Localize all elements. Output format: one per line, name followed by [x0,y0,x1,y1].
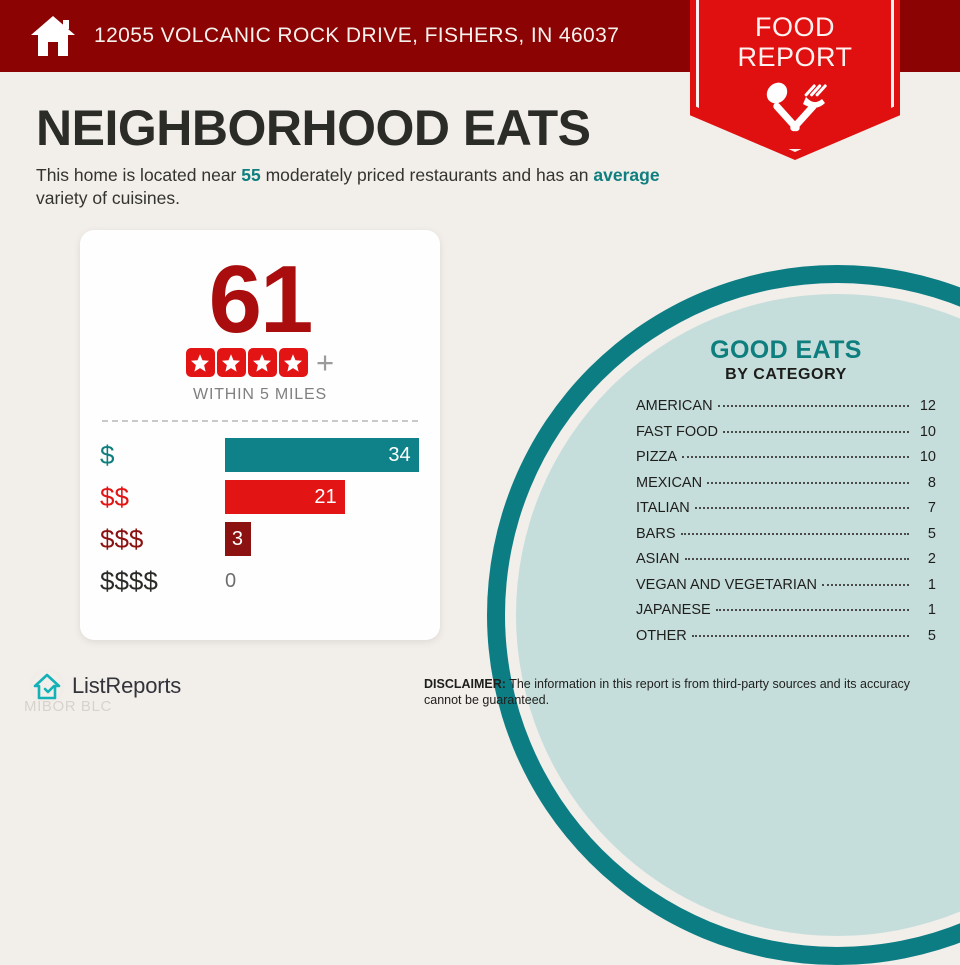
subtitle-highlight-count: 55 [241,165,261,185]
good-eats-item-leader [691,634,909,637]
good-eats-item-count: 7 [927,500,936,516]
score-value: 61 [208,246,314,353]
header-content: 12055 VOLCANIC ROCK DRIVE, FISHERS, IN 4… [0,0,960,72]
price-tier-bar: 21 [225,480,345,514]
header-address: 12055 VOLCANIC ROCK DRIVE, FISHERS, IN 4… [94,24,620,47]
good-eats-item: VEGAN AND VEGETARIAN 1 [636,577,936,603]
good-eats-item: ITALIAN 7 [636,500,936,526]
page-title: NEIGHBORHOOD EATS [36,100,591,156]
good-eats-item-count: 12 [919,398,936,414]
good-eats-item-name: MEXICAN [636,474,703,491]
good-eats-item-leader [722,430,909,433]
mls-watermark: MIBOR BLC [24,698,112,715]
good-eats-item: OTHER 5 [636,628,936,654]
good-eats-item-leader [680,532,909,535]
good-eats-item: AMERICAN 12 [636,398,936,424]
subtitle-part-2: moderately priced restaurants and has an [260,165,594,185]
house-logo-icon [26,668,68,704]
price-tier-bar: 34 [225,438,419,472]
star-icon [247,348,277,377]
price-tier-row: $$$ 3 [100,518,440,560]
good-eats-item: BARS 5 [636,526,936,552]
good-eats-item-count: 5 [927,627,936,644]
price-tier-track: 3 [225,522,440,556]
page-subtitle: This home is located near 55 moderately … [36,164,666,210]
star-plus: + [315,345,335,380]
good-eats-panel: GOOD EATS BY CATEGORY AMERICAN 12 FAST FOO… [636,336,936,653]
price-tier-label: $$$ [100,524,144,554]
price-tier-label: $$$$ [100,566,158,596]
score-card: 61 + WITHIN 5 MILES $34 $$ 21 $$$ 3 $$$$ 0 [80,230,440,640]
good-eats-item-count: 5 [927,525,936,542]
price-tier-label: $ [100,440,115,470]
price-tier-row: $$ 21 [100,476,440,518]
listreports-logo[interactable]: ListReports [26,668,181,704]
disclaimer-label: DISCLAIMER: [424,677,506,691]
logo-text: ListReports [72,673,182,698]
good-eats-item-leader [707,481,909,484]
food-report-badge: FOOD REPORT [690,0,900,160]
good-eats-item-count: 1 [927,576,936,593]
good-eats-item-count: 10 [919,423,936,440]
star-icon [216,348,246,377]
good-eats-item-name: VEGAN AND VEGETARIAN [636,576,818,593]
good-eats-item: PIZZA 10 [636,449,936,475]
star-icon [278,348,308,377]
star-rating: + [80,345,440,380]
good-eats-item-count: 10 [919,449,936,465]
score-caption: WITHIN 5 MILES [193,386,327,403]
good-eats-item-name: JAPANESE [636,602,711,618]
good-eats-item-count: 1 [927,602,936,618]
price-tier-zero-value: 0 [225,570,237,592]
good-eats-item-name: OTHER [636,627,687,644]
price-tier-bar: 3 [225,522,251,556]
price-tier-track: 0 [225,564,440,598]
badge-title: FOOD REPORT [690,12,900,72]
good-eats-item-leader [715,609,909,611]
good-eats-item-name: BARS [636,525,676,542]
disclaimer: DISCLAIMER: The information in this repo… [424,676,944,708]
good-eats-item-leader [684,558,909,560]
price-tier-chart: $34 $$ 21 $$$ 3 $$$$ 0 [80,434,440,602]
price-tier-track: 34 [225,438,440,472]
home-icon [30,14,76,58]
good-eats-item: MEXICAN 8 [636,475,936,501]
price-tier-label: $$ [100,482,129,512]
good-eats-list: AMERICAN 12 FAST FOOD 10 PIZZA 10 MEXICAN 8 ITAL… [636,398,936,653]
good-eats-item-leader [682,456,909,458]
price-tier-row: $34 [100,434,440,476]
good-eats-item-leader [694,507,909,509]
disclaimer-text: The information in this report is from t… [424,677,911,707]
price-tier-track: 21 [225,480,440,514]
subtitle-highlight-variety: average [593,165,660,185]
good-eats-item-count: 8 [927,474,936,491]
subtitle-part-3: variety of cuisines. [36,188,180,208]
price-tier-row: $$$$ 0 [100,560,440,602]
good-eats-subtitle: BY CATEGORY [725,366,847,383]
good-eats-item: FAST FOOD 10 [636,424,936,450]
good-eats-item-name: ASIAN [636,551,680,567]
good-eats-item: JAPANESE 1 [636,602,936,628]
good-eats-item: ASIAN 2 [636,551,936,577]
good-eats-item-leader [822,583,909,586]
good-eats-item-name: PIZZA [636,449,678,465]
good-eats-item-name: ITALIAN [636,500,690,516]
card-divider [102,420,418,422]
good-eats-item-leader [717,405,909,407]
star-icon [185,348,215,377]
subtitle-part-1: This home is located near [36,165,242,185]
badge-title-line1: FOOD [755,12,835,42]
good-eats-item-name: FAST FOOD [636,423,718,440]
spoon-fork-icon [762,80,828,136]
good-eats-item-name: AMERICAN [636,398,713,414]
good-eats-title: GOOD EATS [710,336,862,364]
badge-title-line2: REPORT [737,42,853,72]
good-eats-item-count: 2 [927,551,936,567]
